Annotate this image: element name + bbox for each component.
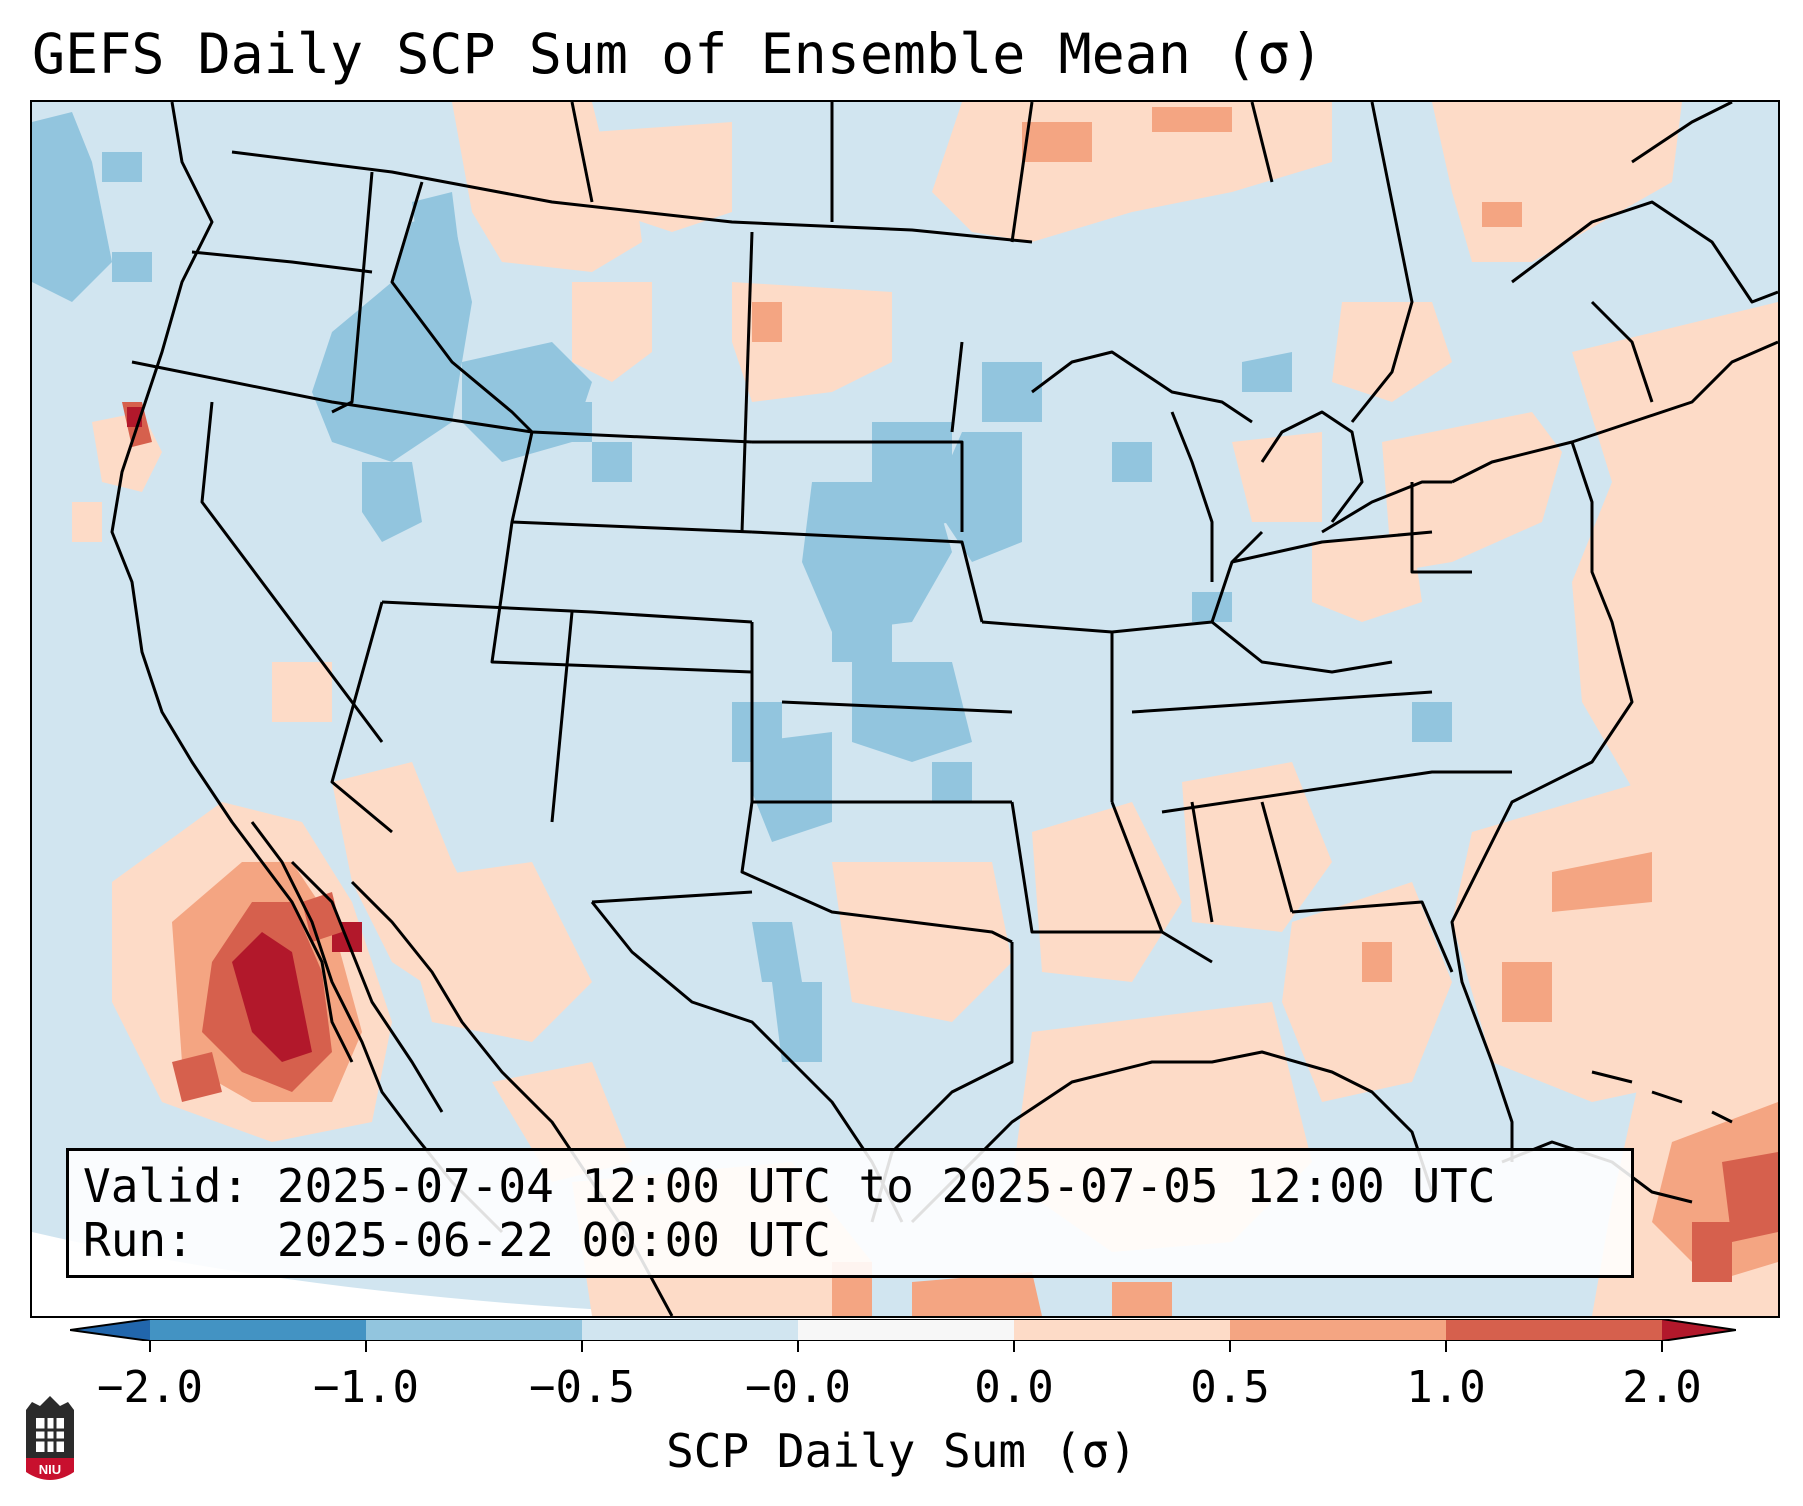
valid-run-info-box: Valid: 2025-07-04 12:00 UTC to 2025-07-0… — [66, 1148, 1634, 1278]
colorbar-tick-label: −0.5 — [529, 1362, 635, 1413]
colorbar-tick-label: 0.5 — [1190, 1362, 1270, 1413]
colorbar-label: SCP Daily Sum (σ) — [666, 1424, 1137, 1478]
logo-window-grid-icon — [36, 1418, 64, 1452]
valid-label: Valid: — [83, 1159, 250, 1213]
logo-shield-icon — [26, 1458, 74, 1480]
colorbar-tick-5 — [1013, 1340, 1015, 1352]
scp-map — [32, 102, 1778, 1316]
colorbar-tick-1 — [149, 1340, 151, 1352]
colorbar-tick-2 — [365, 1340, 367, 1352]
valid-value: 2025-07-04 12:00 UTC to 2025-07-05 12:00… — [276, 1159, 1496, 1213]
colorbar-tick-3 — [581, 1340, 583, 1352]
map-panel — [30, 100, 1780, 1318]
colorbar-tick-label: −2.0 — [97, 1362, 203, 1413]
valid-row: Valid: 2025-07-04 12:00 UTC to 2025-07-0… — [83, 1159, 1631, 1213]
run-label: Run: — [83, 1213, 194, 1267]
colorbar-tick-label: −1.0 — [313, 1362, 419, 1413]
colorbar-over-arrow — [1662, 1319, 1736, 1341]
colorbar-tick-7 — [1445, 1340, 1447, 1352]
colorbar-tick-6 — [1229, 1340, 1231, 1352]
logo-text: NIU — [39, 1462, 61, 1477]
colorbar-segment-5 — [1014, 1319, 1230, 1341]
colorbar-segment-3 — [582, 1319, 798, 1341]
colorbar-segment-2 — [366, 1319, 582, 1341]
colorbar-tick-label: 2.0 — [1622, 1362, 1702, 1413]
state-borders — [110, 102, 1778, 1316]
colorbar-segment-1 — [150, 1319, 366, 1341]
colorbar — [70, 1319, 1736, 1341]
colorbar-tick-8 — [1661, 1340, 1663, 1352]
colorbar-segment-6 — [1230, 1319, 1446, 1341]
colorbar-segment-4 — [798, 1319, 1014, 1341]
run-value: 2025-06-22 00:00 UTC — [276, 1213, 831, 1267]
colorbar-tick-label: 0.0 — [974, 1362, 1054, 1413]
colorbar-tick-label: −0.0 — [745, 1362, 851, 1413]
map-title: GEFS Daily SCP Sum of Ensemble Mean (σ) — [32, 22, 1324, 86]
negative-anomaly-layer — [32, 112, 1452, 1062]
positive-anomaly-layer — [72, 102, 1778, 1316]
niu-logo: NIU — [26, 1396, 74, 1480]
colorbar-tick-label: 1.0 — [1406, 1362, 1486, 1413]
run-row: Run: 2025-06-22 00:00 UTC — [83, 1213, 1631, 1267]
colorbar-under-arrow — [70, 1319, 150, 1341]
colorbar-tick-4 — [797, 1340, 799, 1352]
logo-window-icon — [36, 1418, 64, 1452]
colorbar-segment-7 — [1446, 1319, 1662, 1341]
domain-edge-left — [32, 1232, 732, 1316]
